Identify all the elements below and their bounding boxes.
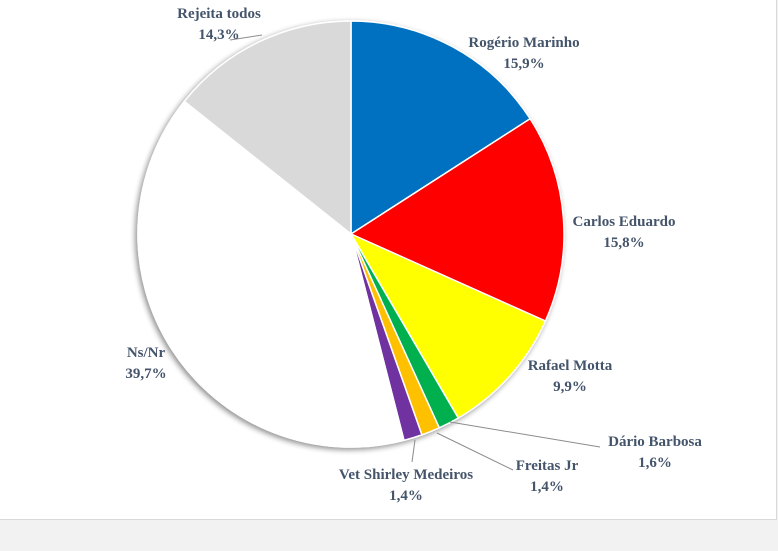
data-label-freitas-jr: Freitas Jr 1,4% [516, 458, 579, 495]
pie-slice-rafael-motta [349, 232, 547, 420]
data-label-rejeita-todos: Rejeita todos 14,3% [177, 6, 261, 43]
pie-chart: Rogério Marinho 15,9% Carlos Eduardo 15,8% R… [125, 6, 702, 504]
data-label-vet-shirley-medeiros: Vet Shirley Medeiros 1,4% [339, 467, 473, 504]
leader-line-vet-shirley-medeiros [411, 439, 416, 463]
data-label-rogerio-marinho: Rogério Marinho 15,9% [468, 35, 579, 72]
leader-line-dario-barbosa [449, 421, 601, 448]
leader-lines [229, 34, 601, 471]
data-label-dario-barbosa: Dário Barbosa 1,6% [608, 434, 702, 471]
chart-card: Rogério Marinho 15,9% Carlos Eduardo 15,8% R… [0, 0, 777, 520]
pie-slice-rogerio-marinho [350, 20, 532, 236]
pie-slices [137, 20, 565, 448]
slice-labels: Rogério Marinho 15,9% Carlos Eduardo 15,8% R… [125, 6, 702, 504]
data-label-rafael-motta: Rafael Motta 9,9% [528, 358, 613, 395]
pie-slice-carlos-eduardo [349, 117, 565, 323]
leader-line-rejeita-todos [229, 34, 263, 41]
pie-slice-rejeita-todos [183, 20, 352, 236]
data-label-carlos-eduardo: Carlos Eduardo 15,8% [573, 214, 676, 251]
pie-slice-ns-nr [137, 100, 405, 448]
leader-line-freitas-jr [436, 432, 514, 471]
data-label-ns-nr: Ns/Nr 39,7% [125, 345, 166, 382]
